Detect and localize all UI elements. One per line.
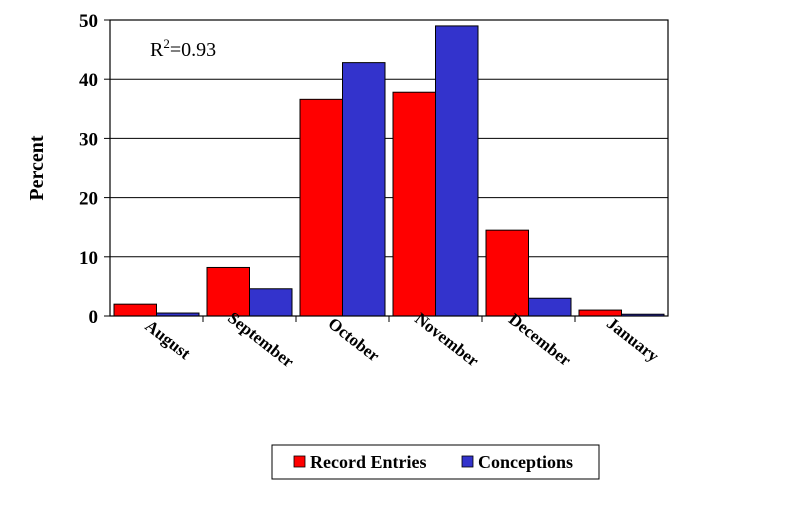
- bar-record-entries-august: [113, 303, 157, 317]
- bars: [113, 25, 665, 317]
- bar-conceptions-november: [435, 25, 479, 317]
- x-axis-ticks: August September October November December Ja…: [142, 308, 663, 372]
- annotation-base: R: [150, 39, 164, 61]
- y-axis-ticks: 0 10 20 30 40 50: [79, 11, 110, 328]
- x-tick-label-january: January: [603, 314, 663, 366]
- x-tick-label-november: November: [411, 309, 483, 371]
- x-tick-label-october: October: [325, 314, 384, 366]
- bar-conceptions-september: [249, 288, 293, 317]
- y-tick-label: 30: [79, 129, 98, 150]
- bar-record-entries-september: [206, 266, 250, 317]
- y-tick-label: 20: [79, 189, 98, 210]
- annotation-rest: =0.93: [170, 39, 216, 61]
- gridlines: [110, 78, 668, 258]
- bar-record-entries-october: [299, 98, 343, 317]
- y-tick-label: 40: [79, 70, 98, 91]
- y-tick-label: 0: [89, 307, 99, 328]
- bar-conceptions-october: [342, 62, 386, 317]
- x-tick-label-september: September: [224, 308, 298, 372]
- legend-swatch-conceptions: [461, 455, 474, 468]
- bar-conceptions-december: [528, 297, 572, 317]
- legend-label-conceptions: Conceptions: [478, 452, 573, 472]
- annotation-sup: 2: [163, 36, 170, 51]
- x-tick-label-august: August: [142, 316, 195, 363]
- bar-record-entries-december: [485, 229, 529, 317]
- y-tick-label: 10: [79, 248, 98, 269]
- plot-area-border: [109, 19, 669, 317]
- legend-label-record-entries: Record Entries: [310, 452, 426, 472]
- bar-record-entries-november: [392, 91, 436, 317]
- r-squared-annotation: R2=0.93: [150, 36, 216, 61]
- y-axis-label: Percent: [26, 135, 48, 200]
- legend-box: [271, 444, 600, 480]
- legend: Record Entries Conceptions: [271, 444, 600, 480]
- legend-swatch-record-entries: [293, 455, 306, 468]
- x-tick-label-december: December: [505, 310, 575, 371]
- y-tick-label: 50: [79, 11, 98, 32]
